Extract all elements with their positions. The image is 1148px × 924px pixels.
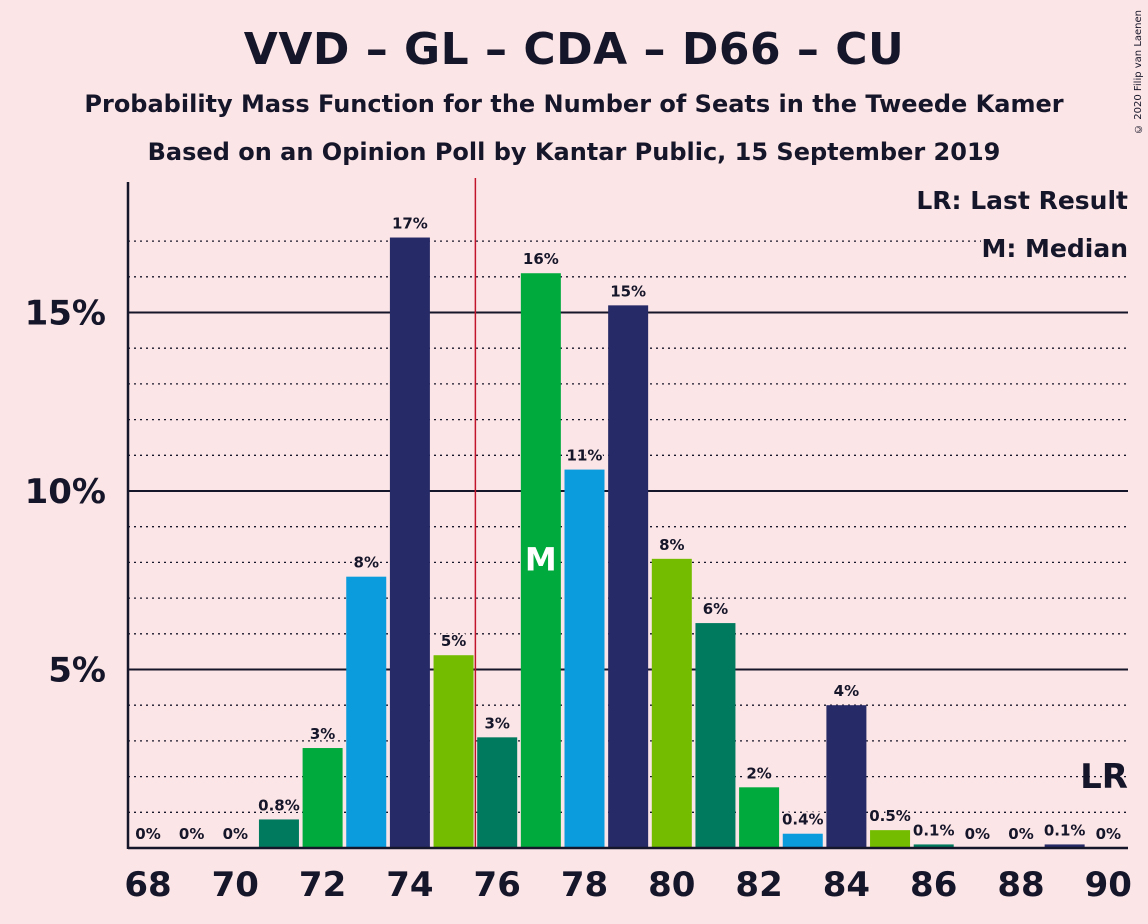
y-tick-label: 5% <box>48 651 106 691</box>
bar-label: 2% <box>746 764 771 782</box>
x-tick-label: 82 <box>735 865 782 905</box>
x-tick-label: 70 <box>212 865 259 905</box>
bar-label: 4% <box>834 682 859 700</box>
chart-subtitle: Probability Mass Function for the Number… <box>84 90 1064 118</box>
median-marker: M <box>525 541 557 579</box>
chart-subtitle-source: Based on an Opinion Poll by Kantar Publi… <box>147 138 1001 166</box>
bar-label: 0% <box>223 825 248 843</box>
bar-label: 3% <box>484 714 509 732</box>
bar-label: 16% <box>523 250 559 268</box>
x-tick-label: 76 <box>474 865 521 905</box>
x-tick-label: 80 <box>648 865 695 905</box>
bar-label: 0% <box>179 825 204 843</box>
bar-label: 6% <box>703 600 728 618</box>
bar-label: 15% <box>610 282 646 300</box>
bar-label: 0.1% <box>913 821 955 839</box>
bar <box>739 787 780 848</box>
bar-label: 8% <box>354 554 379 572</box>
bar <box>695 623 736 848</box>
bar <box>651 558 692 848</box>
bar <box>433 655 474 848</box>
bar <box>826 705 867 848</box>
bar-label: 0% <box>965 825 990 843</box>
x-tick-label: 72 <box>299 865 346 905</box>
bar-label: 0% <box>1096 825 1121 843</box>
x-tick-label: 90 <box>1085 865 1132 905</box>
last-result-marker: LR <box>1080 757 1128 797</box>
bar-label: 0.5% <box>869 807 911 825</box>
bar <box>913 844 954 848</box>
bar <box>346 576 387 848</box>
bar <box>520 273 561 849</box>
y-tick-label: 10% <box>25 472 106 512</box>
bar-label: 8% <box>659 536 684 554</box>
legend-median: M: Median <box>981 234 1128 263</box>
bar <box>302 748 343 848</box>
y-tick-label: 15% <box>25 294 106 334</box>
x-tick-label: 68 <box>124 865 171 905</box>
x-tick-label: 88 <box>997 865 1044 905</box>
bar-label: 0.8% <box>258 796 300 814</box>
bar <box>477 737 518 848</box>
x-tick-label: 74 <box>386 865 433 905</box>
bar-label: 0.4% <box>782 811 824 829</box>
bar <box>870 830 911 848</box>
bar <box>1044 844 1085 848</box>
bar-label: 0% <box>1008 825 1033 843</box>
bar <box>258 819 299 848</box>
legend-last-result: LR: Last Result <box>916 186 1128 215</box>
bar <box>564 469 605 848</box>
bar-label: 5% <box>441 632 466 650</box>
bar-label: 0% <box>135 825 160 843</box>
bar-label: 3% <box>310 725 335 743</box>
bar <box>608 305 649 848</box>
bar <box>389 237 430 848</box>
bar-label: 0.1% <box>1044 821 1086 839</box>
bar <box>782 833 823 848</box>
x-tick-label: 86 <box>910 865 957 905</box>
bar-label: 11% <box>567 447 603 465</box>
bar-label: 17% <box>392 215 428 233</box>
chart-title: VVD – GL – CDA – D66 – CU <box>243 24 905 75</box>
x-tick-label: 78 <box>561 865 608 905</box>
x-tick-label: 84 <box>823 865 870 905</box>
